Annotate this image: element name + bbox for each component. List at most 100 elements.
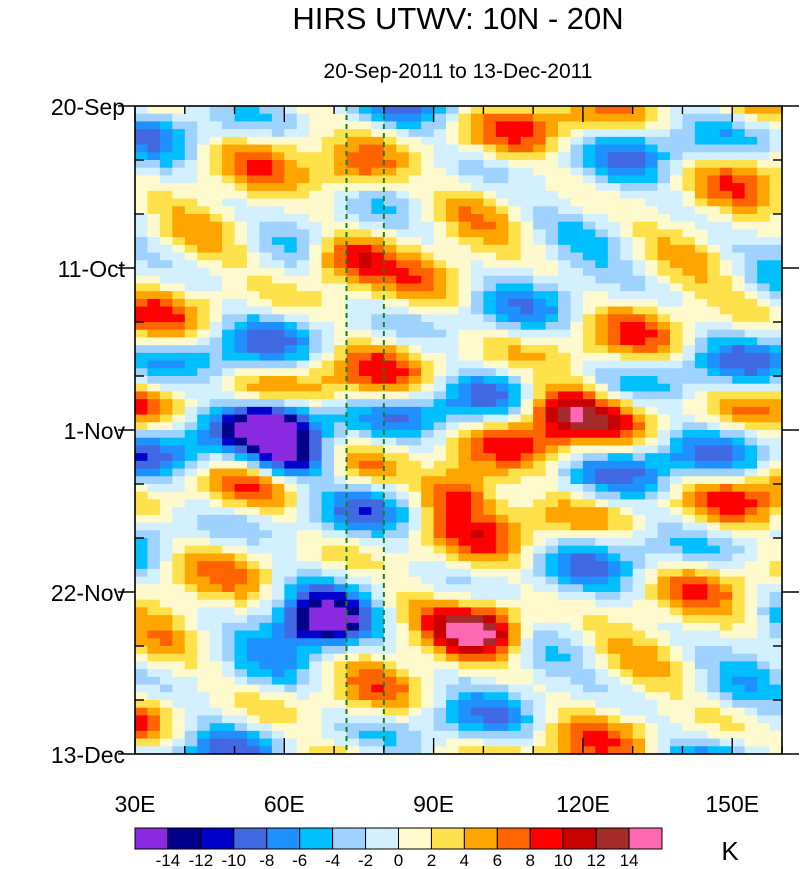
field-cell xyxy=(446,206,460,215)
field-cell xyxy=(234,607,248,616)
field-cell xyxy=(358,167,372,177)
field-cell xyxy=(321,553,335,562)
field-cell xyxy=(645,244,659,254)
field-cell xyxy=(446,329,460,339)
field-cell xyxy=(458,460,472,470)
field-cell xyxy=(396,391,410,400)
field-cell xyxy=(732,121,746,130)
field-cell xyxy=(209,106,223,115)
field-cell xyxy=(483,136,497,146)
field-cell xyxy=(757,692,771,701)
field-cell xyxy=(570,221,584,231)
field-cell xyxy=(259,352,273,362)
field-cell xyxy=(458,646,472,655)
field-cell xyxy=(744,260,758,269)
field-cell xyxy=(408,514,422,524)
field-cell xyxy=(558,237,572,246)
field-cell xyxy=(744,437,758,447)
field-cell xyxy=(309,376,323,385)
field-cell xyxy=(321,368,335,377)
field-cell xyxy=(595,221,609,231)
field-cell xyxy=(570,460,584,470)
field-cell xyxy=(520,337,534,346)
field-cell xyxy=(147,221,161,231)
field-cell xyxy=(719,190,733,200)
field-cell xyxy=(446,298,460,308)
field-cell xyxy=(408,491,422,501)
field-cell xyxy=(682,283,696,292)
field-cell xyxy=(421,160,435,169)
field-cell xyxy=(408,584,422,593)
field-cell xyxy=(147,252,161,261)
field-cell xyxy=(421,229,435,238)
field-cell xyxy=(159,491,173,501)
field-cell xyxy=(470,167,484,177)
field-cell xyxy=(495,399,509,408)
field-cell xyxy=(719,553,733,562)
field-cell xyxy=(670,136,684,146)
field-cell xyxy=(147,730,161,740)
field-cell xyxy=(383,291,397,300)
colorbar-swatch xyxy=(266,827,301,850)
field-cell xyxy=(246,391,261,400)
field-cell xyxy=(769,723,782,732)
field-cell xyxy=(159,422,173,431)
field-cell xyxy=(570,244,584,254)
field-cell xyxy=(582,545,596,555)
field-cell xyxy=(234,730,248,740)
field-cell xyxy=(670,283,684,292)
field-cell xyxy=(358,491,372,501)
field-cell xyxy=(645,630,659,639)
field-cell xyxy=(296,669,310,678)
field-cell xyxy=(570,576,584,585)
field-cell xyxy=(246,360,261,369)
x-axis: 30E 60E 90E 120E 150E xyxy=(115,106,783,817)
field-cell xyxy=(533,368,547,377)
field-cell xyxy=(197,476,211,485)
field-cell xyxy=(508,607,522,616)
field-cell xyxy=(334,468,348,477)
field-cell xyxy=(533,244,547,254)
field-cell xyxy=(757,345,771,354)
field-cell xyxy=(172,584,186,593)
field-cell xyxy=(234,383,248,393)
field-cell xyxy=(620,676,634,686)
field-cell xyxy=(470,175,484,184)
field-cell xyxy=(246,252,261,261)
field-cell xyxy=(558,314,572,323)
field-cell xyxy=(184,229,198,238)
field-cell xyxy=(545,430,559,439)
field-cell xyxy=(234,144,248,153)
field-cell xyxy=(582,522,596,531)
field-cell xyxy=(246,707,261,717)
field-cell xyxy=(421,622,435,632)
field-cell xyxy=(259,244,273,254)
field-cell xyxy=(284,615,298,624)
field-cell xyxy=(358,584,372,593)
field-cell xyxy=(284,584,298,593)
field-cell xyxy=(732,291,746,300)
field-cell xyxy=(682,530,696,539)
field-cell xyxy=(769,700,782,709)
field-cell xyxy=(558,468,572,477)
field-cell xyxy=(495,646,509,655)
field-cell xyxy=(371,414,385,423)
field-cell xyxy=(545,136,559,146)
field-cell xyxy=(358,360,372,369)
field-cell xyxy=(570,229,584,238)
field-cell xyxy=(408,244,422,254)
field-cell xyxy=(645,136,659,146)
field-cell xyxy=(645,175,659,184)
field-cell xyxy=(296,430,310,439)
field-cell xyxy=(371,322,385,331)
field-cell xyxy=(334,568,348,578)
field-cell xyxy=(371,491,385,501)
field-cell xyxy=(358,414,372,423)
field-cell xyxy=(197,576,211,585)
field-cell xyxy=(296,738,310,747)
field-cell xyxy=(470,244,484,254)
field-cell xyxy=(769,190,782,200)
field-cell xyxy=(707,738,721,747)
field-cell xyxy=(670,661,684,670)
field-cell xyxy=(358,684,372,693)
